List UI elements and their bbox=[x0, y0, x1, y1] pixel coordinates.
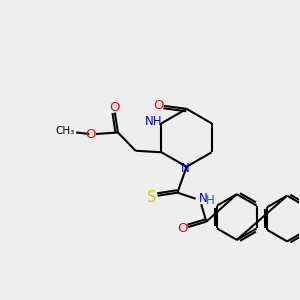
Text: NH: NH bbox=[145, 115, 163, 128]
Text: O: O bbox=[153, 99, 164, 112]
Text: CH₃: CH₃ bbox=[56, 126, 75, 136]
Text: S: S bbox=[147, 190, 157, 205]
Text: N: N bbox=[199, 192, 208, 205]
Text: O: O bbox=[85, 128, 96, 140]
Text: H: H bbox=[206, 194, 214, 207]
Text: N: N bbox=[181, 162, 189, 175]
Text: O: O bbox=[177, 222, 188, 235]
Text: O: O bbox=[110, 101, 120, 114]
